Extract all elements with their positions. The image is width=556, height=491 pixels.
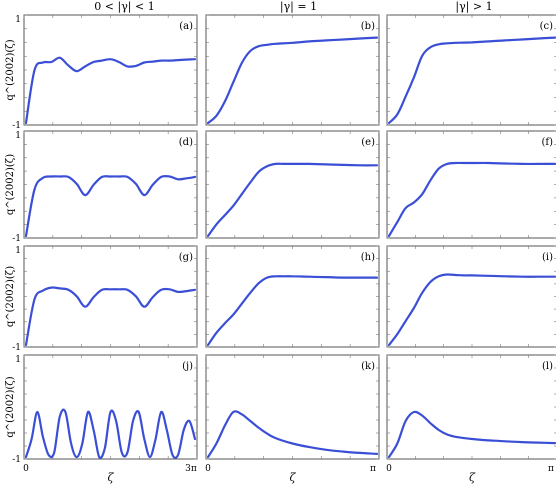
series-line	[387, 410, 556, 459]
y-tick-label-bottom: -1	[12, 234, 21, 244]
panel-frame	[386, 245, 556, 348]
series-line	[206, 162, 379, 238]
series-line	[206, 410, 379, 459]
panel-frame	[205, 245, 380, 348]
panel-label: (b)	[361, 21, 375, 32]
panel-frame	[23, 130, 198, 239]
series-line	[24, 286, 197, 347]
panel-b: (b)	[205, 14, 380, 126]
column-header-1: 0 < |γ| < 1	[94, 0, 154, 14]
panel-g: 1 -1 (g)	[12, 245, 198, 353]
x-tick-label-start: 0	[23, 464, 29, 474]
panel-h: (h)	[205, 245, 380, 348]
series-line	[206, 275, 379, 347]
panel-a: 1 -1 (a)	[12, 14, 198, 131]
panel-label: (e)	[361, 137, 375, 148]
series-line	[387, 161, 556, 238]
ylabel-row-3: q^(2002)(ζ)	[5, 266, 16, 327]
panel-label: (c)	[540, 21, 554, 32]
series-line	[387, 273, 556, 347]
panel-frame	[205, 130, 380, 239]
panel-label: (l)	[542, 361, 553, 372]
panel-k: (k)	[205, 354, 380, 460]
xlabel: ζ	[469, 471, 476, 484]
panel-label: (h)	[361, 252, 375, 263]
panel-frame	[205, 14, 380, 126]
series-line	[24, 174, 197, 238]
x-tick-label-start: 0	[386, 464, 392, 474]
column-header-2: |γ| = 1	[280, 0, 317, 14]
y-tick-label-top: 1	[15, 15, 21, 25]
ylabel-row-4: q^(2002)(ζ)	[5, 376, 16, 437]
panel-label: (i)	[542, 252, 553, 263]
panel-f: (f)	[386, 130, 556, 239]
panel-j: 1 -1 (j)	[12, 354, 198, 465]
panel-frame	[23, 14, 198, 126]
y-tick-label-bottom: -1	[12, 455, 21, 465]
panel-frame	[386, 130, 556, 239]
xlabel: ζ	[290, 471, 297, 484]
series-line	[387, 36, 556, 125]
column-header-3: |γ| > 1	[455, 0, 492, 14]
y-tick-label-top: 1	[15, 246, 21, 256]
y-tick-label-bottom: -1	[12, 343, 21, 353]
panel-frame	[23, 245, 198, 348]
panel-label: (g)	[179, 252, 193, 263]
panel-l: (l)	[386, 354, 556, 460]
series-line	[24, 56, 197, 125]
panel-frame	[23, 354, 198, 460]
panel-label: (j)	[182, 361, 193, 372]
x-tick-label-end: π	[370, 464, 376, 474]
ylabel-row-1: q^(2002)(ζ)	[5, 39, 16, 100]
panel-i: (i)	[386, 245, 556, 348]
panel-label: (d)	[179, 137, 193, 148]
panel-c: (c)	[386, 14, 556, 126]
y-tick-label-top: 1	[15, 131, 21, 141]
y-tick-label-top: 1	[15, 355, 21, 365]
x-tick-label-end: π	[548, 464, 554, 474]
ylabel-row-2: q^(2002)(ζ)	[5, 154, 16, 215]
y-tick-label-bottom: -1	[12, 121, 21, 131]
panel-label: (f)	[541, 137, 553, 148]
x-tick-label-end: 3π	[185, 464, 197, 474]
series-line	[24, 408, 197, 460]
xlabel: ζ	[108, 471, 115, 484]
panel-label: (a)	[179, 21, 193, 32]
series-line	[206, 36, 379, 125]
panel-label: (k)	[361, 361, 375, 372]
panel-d: 1 -1 (d)	[12, 130, 198, 244]
x-tick-label-start: 0	[205, 464, 211, 474]
panel-e: (e)	[205, 130, 380, 239]
panel-frame	[386, 14, 556, 126]
